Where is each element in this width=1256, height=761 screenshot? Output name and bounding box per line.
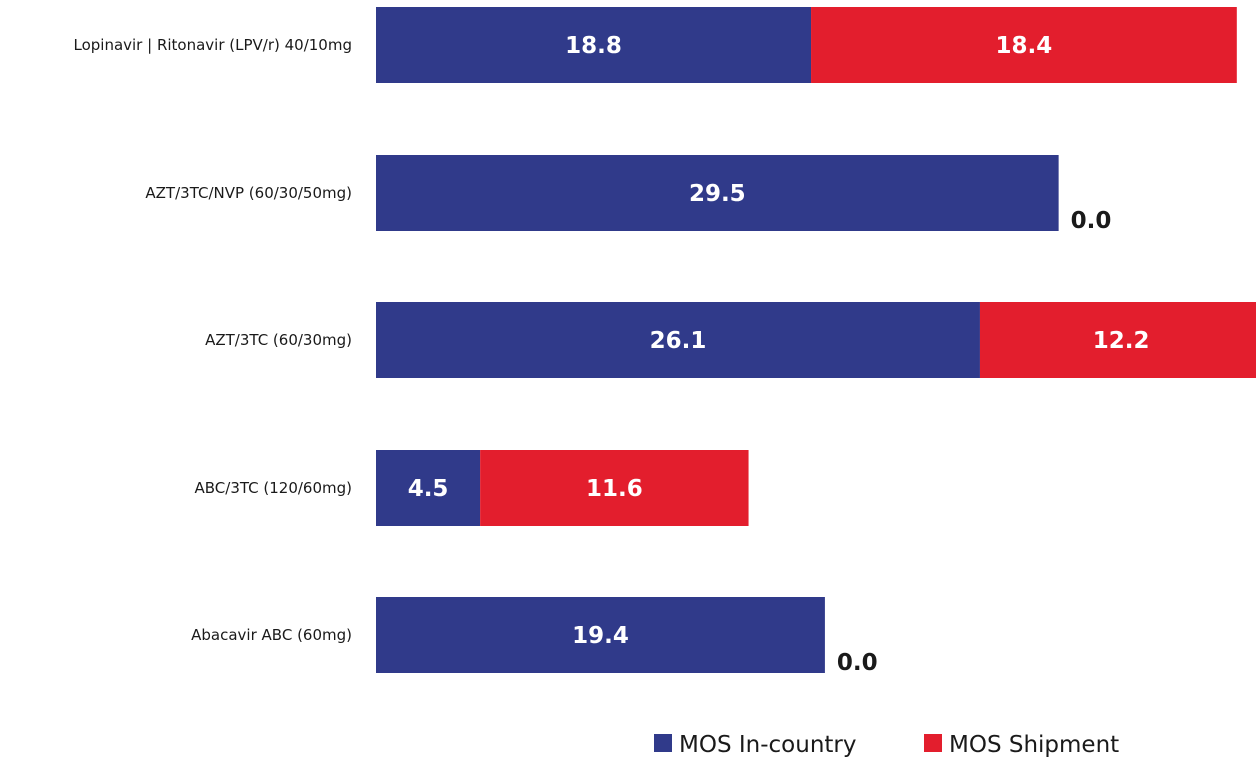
- data-label-mos-shipment: 18.4: [996, 33, 1053, 59]
- data-label-mos-in-country: 18.8: [565, 33, 622, 59]
- bar-mos-in-country: [376, 597, 825, 673]
- bar-mos-shipment: [480, 450, 749, 526]
- data-label-mos-in-country: 4.5: [408, 476, 449, 502]
- data-label-mos-shipment: 0.0: [1071, 208, 1112, 234]
- bar-mos-in-country: [376, 302, 980, 378]
- data-label-mos-in-country: 26.1: [650, 328, 707, 354]
- legend-swatch-mos-shipment: [924, 734, 942, 752]
- data-label-mos-in-country: 29.5: [689, 181, 746, 207]
- bar-mos-in-country: [376, 155, 1059, 231]
- data-label-mos-shipment: 0.0: [837, 650, 878, 676]
- category-labels-group: Lopinavir | Ritonavir (LPV/r) 40/10mg AZT…: [73, 36, 352, 644]
- bars-group: 18.8 18.4 29.5 0.0 26.1 12.2 4.5 11.6 19.4 0.0: [376, 7, 1256, 676]
- legend-swatch-mos-in-country: [654, 734, 672, 752]
- category-label: Abacavir ABC (60mg): [191, 626, 352, 644]
- data-label-mos-shipment: 11.6: [586, 476, 643, 502]
- bar-mos-in-country: [376, 7, 812, 83]
- category-label: ABC/3TC (120/60mg): [195, 479, 353, 497]
- category-label: AZT/3TC/NVP (60/30/50mg): [145, 184, 352, 202]
- data-label-mos-shipment: 12.2: [1093, 328, 1150, 354]
- bar-mos-shipment: [979, 302, 1256, 378]
- legend: MOS In-country MOS Shipment: [654, 732, 1119, 758]
- legend-label-mos-in-country: MOS In-country: [679, 732, 856, 758]
- category-label: Lopinavir | Ritonavir (LPV/r) 40/10mg: [73, 36, 352, 54]
- data-label-mos-in-country: 19.4: [572, 623, 629, 649]
- bar-mos-in-country: [376, 450, 481, 526]
- category-label: AZT/3TC (60/30mg): [205, 331, 352, 349]
- legend-label-mos-shipment: MOS Shipment: [949, 732, 1119, 758]
- bar-mos-shipment: [811, 7, 1237, 83]
